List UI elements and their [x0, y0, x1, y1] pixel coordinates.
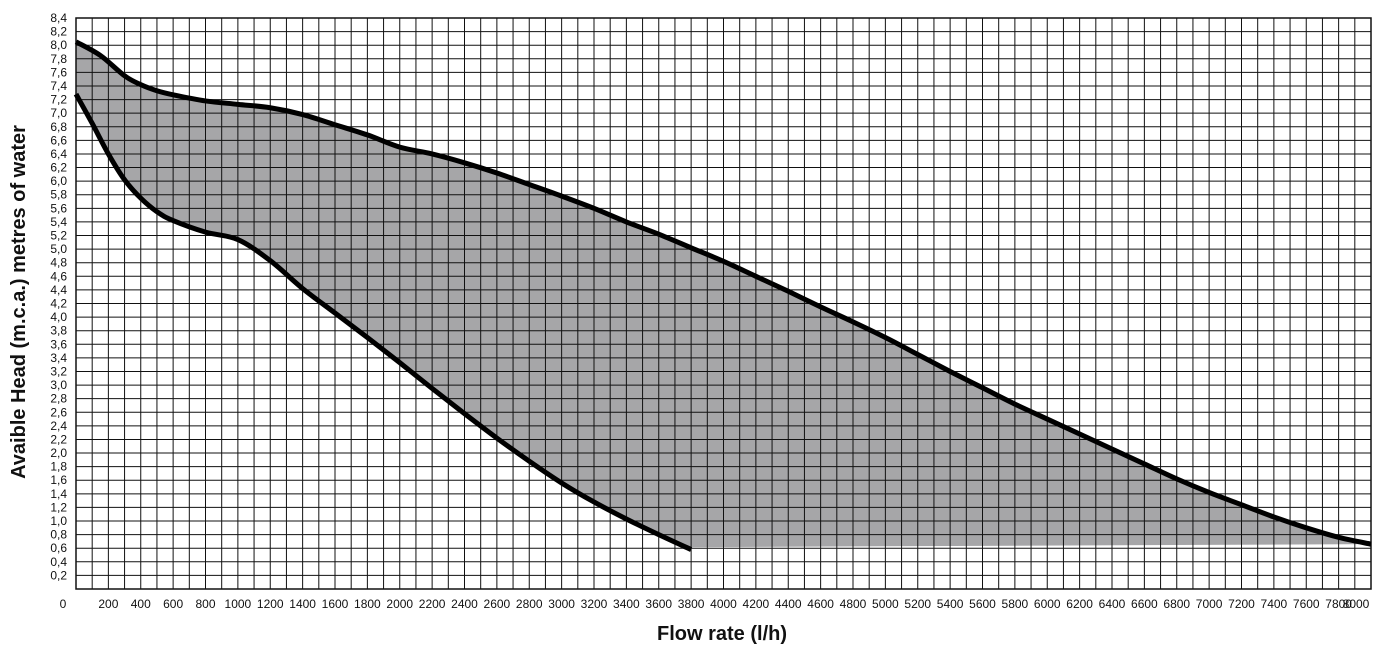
y-axis-label: Avaible Head (m.c.a.) metres of water [8, 125, 30, 479]
y-tick-label: 0,2 [50, 568, 67, 582]
y-tick-label: 4,8 [50, 256, 67, 270]
x-tick-label: 3800 [678, 597, 705, 611]
x-tick-label: 5800 [1002, 597, 1029, 611]
y-tick-label: 8,2 [50, 25, 67, 39]
y-tick-label: 5,6 [50, 201, 67, 215]
x-tick-label: 8000 [1343, 597, 1370, 611]
y-tick-label: 3,0 [50, 378, 67, 392]
y-axis-tick-labels: 0,20,40,60,81,01,21,41,61,82,02,22,42,62… [50, 11, 67, 582]
y-tick-label: 7,2 [50, 93, 67, 107]
y-tick-label: 2,2 [50, 432, 67, 446]
x-axis-label: Flow rate (l/h) [657, 623, 787, 645]
y-tick-label: 5,8 [50, 188, 67, 202]
x-tick-label: 4800 [840, 597, 867, 611]
y-tick-label: 4,2 [50, 297, 67, 311]
x-tick-label: 2000 [386, 597, 413, 611]
y-tick-label: 8,4 [50, 11, 67, 25]
lower-curve-line [73, 92, 693, 552]
x-tick-label: 4400 [775, 597, 802, 611]
x-tick-label: 7000 [1196, 597, 1223, 611]
y-tick-label: 1,6 [50, 473, 67, 487]
x-tick-label: 7400 [1261, 597, 1288, 611]
x-tick-label: 1000 [225, 597, 252, 611]
x-tick-label: 1400 [289, 597, 316, 611]
y-tick-label: 6,6 [50, 133, 67, 147]
y-tick-label: 4,6 [50, 269, 67, 283]
y-tick-label: 3,2 [50, 364, 67, 378]
x-tick-label: 2800 [516, 597, 543, 611]
x-tick-label: 6400 [1099, 597, 1126, 611]
chart-grid [75, 17, 1372, 590]
y-tick-label: 8,0 [50, 38, 67, 52]
y-tick-label: 1,4 [50, 487, 67, 501]
x-tick-label: 6200 [1066, 597, 1093, 611]
x-tick-label: 200 [98, 597, 118, 611]
x-tick-label: 5600 [969, 597, 996, 611]
y-tick-label: 5,4 [50, 215, 67, 229]
y-tick-label: 0,4 [50, 555, 67, 569]
upper-curve-line [74, 39, 1372, 547]
x-tick-label: 5400 [937, 597, 964, 611]
x-tick-label: 1800 [354, 597, 381, 611]
x-tick-label: 2400 [451, 597, 478, 611]
y-tick-label: 6,0 [50, 174, 67, 188]
x-tick-label: 3000 [548, 597, 575, 611]
y-tick-label: 3,4 [50, 351, 67, 365]
x-tick-label: 400 [131, 597, 151, 611]
curve-layer [73, 39, 1372, 552]
x-tick-label: 6800 [1163, 597, 1190, 611]
x-tick-label: 5000 [872, 597, 899, 611]
y-tick-label: 2,8 [50, 392, 67, 406]
y-tick-label: 2,0 [50, 446, 67, 460]
y-tick-label: 7,6 [50, 65, 67, 79]
x-tick-label: 3400 [613, 597, 640, 611]
x-tick-label: 1600 [322, 597, 349, 611]
x-tick-label: 7600 [1293, 597, 1320, 611]
y-tick-label: 7,0 [50, 106, 67, 120]
plot-border [75, 17, 1372, 590]
y-tick-label: 5,0 [50, 242, 67, 256]
y-tick-label: 0,6 [50, 541, 67, 555]
x-tick-label: 4600 [807, 597, 834, 611]
y-tick-label: 4,4 [50, 283, 67, 297]
y-tick-label: 5,2 [50, 229, 67, 243]
x-tick-label: 0 [60, 597, 67, 611]
x-tick-label: 800 [195, 597, 215, 611]
x-tick-label: 3600 [645, 597, 672, 611]
x-tick-label: 7200 [1228, 597, 1255, 611]
y-tick-label: 3,8 [50, 324, 67, 338]
x-tick-label: 7800 [1325, 597, 1352, 611]
y-tick-label: 4,0 [50, 310, 67, 324]
y-tick-label: 6,2 [50, 161, 67, 175]
y-tick-label: 0,8 [50, 528, 67, 542]
x-tick-label: 6600 [1131, 597, 1158, 611]
y-tick-label: 6,4 [50, 147, 67, 161]
x-tick-label: 4200 [743, 597, 770, 611]
y-tick-label: 2,6 [50, 405, 67, 419]
y-tick-label: 1,2 [50, 500, 67, 514]
y-tick-label: 2,4 [50, 419, 67, 433]
y-tick-label: 6,8 [50, 120, 67, 134]
y-tick-label: 1,0 [50, 514, 67, 528]
x-tick-label: 6000 [1034, 597, 1061, 611]
x-axis-tick-labels: 0 200 400 600 800 1000 1200 1400 1600 1800 2000 220… [60, 597, 1370, 611]
x-tick-label: 3200 [581, 597, 608, 611]
y-tick-label: 7,8 [50, 52, 67, 66]
y-tick-label: 7,4 [50, 79, 67, 93]
x-tick-label: 600 [163, 597, 183, 611]
x-tick-label: 4000 [710, 597, 737, 611]
y-tick-label: 3,6 [50, 337, 67, 351]
x-tick-label: 2600 [484, 597, 511, 611]
x-tick-label: 2200 [419, 597, 446, 611]
y-tick-label: 1,8 [50, 460, 67, 474]
x-tick-label: 5200 [904, 597, 931, 611]
x-tick-label: 1200 [257, 597, 284, 611]
